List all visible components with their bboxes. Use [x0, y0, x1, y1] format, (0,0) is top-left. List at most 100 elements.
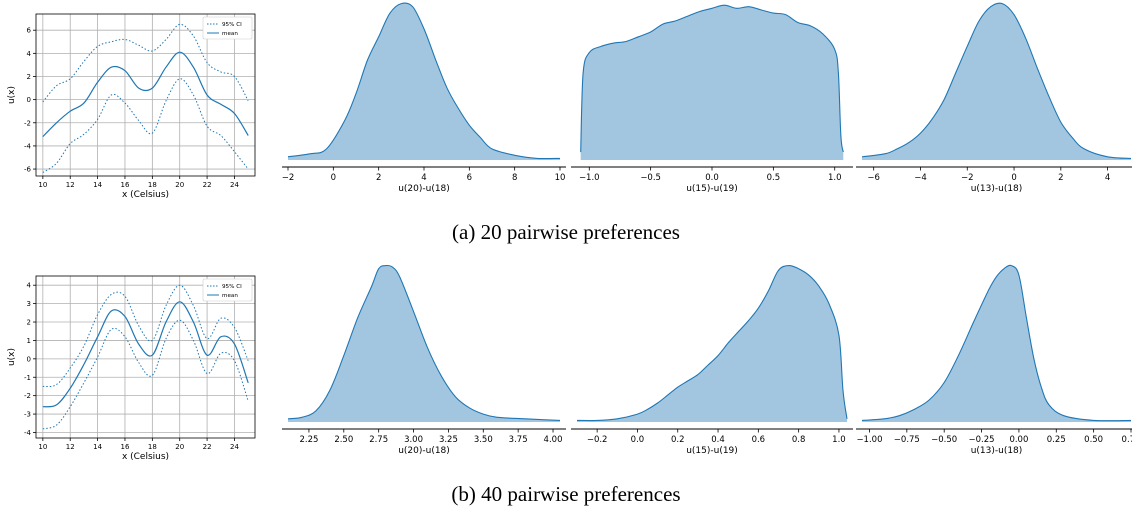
gp-tick-label-y: 4	[27, 282, 32, 290]
density-tick-label: −0.75	[894, 435, 920, 445]
gp-tick-label-x: 22	[203, 443, 212, 451]
gp-tick-label-y: 4	[27, 50, 32, 58]
density-panel-1-2: −1.00 −0.75 −0.50 −0.25 0.00 0.25 0.50 0.75 u(13…	[856, 264, 1132, 456]
gp-tick-label-x: 18	[148, 181, 157, 189]
gp-axes-frame	[35, 275, 256, 439]
density-tick-label: 3.75	[509, 435, 528, 445]
density-xlabel: u(13)-u(18)	[971, 184, 1023, 194]
density-panel-0-2: −6 −4 −2 0 2 4 u(13)-u(18)	[856, 2, 1132, 194]
density-tick-label: 4	[1105, 173, 1110, 183]
density-tick-label: 0.2	[671, 435, 685, 445]
density-panel-1-0: 2.25 2.50 2.75 3.00 3.25 3.50 3.75 4.00 u(20)-u(…	[282, 264, 566, 456]
gp-tick-label-y: 2	[27, 73, 31, 81]
density-tick-label: 2	[1058, 173, 1063, 183]
density-fill	[862, 3, 1131, 160]
gp-xlabel: x (Celsius)	[122, 452, 169, 462]
density-tick-label: 1.0	[828, 173, 842, 183]
density-tick-label: 0.8	[792, 435, 806, 445]
density-xlabel: u(13)-u(18)	[971, 446, 1023, 456]
density-tick-label: −6	[867, 173, 880, 183]
density-tick-label: 3.50	[474, 435, 493, 445]
gp-ci-lower-line	[42, 78, 249, 173]
gp-tick-label-x: 20	[175, 443, 184, 451]
gp-tick-label-y: -6	[24, 166, 32, 174]
density-tick-label: 1.0	[832, 435, 846, 445]
density-tick-label: 2.75	[369, 435, 388, 445]
density-tick-label: 0.75	[1122, 435, 1132, 445]
density-curve	[861, 264, 1132, 422]
gp-tick-label-x: 12	[66, 443, 75, 451]
density-tick-label: 2	[376, 173, 381, 183]
density-tick-label: 0	[331, 173, 336, 183]
density-tick-label: −4	[914, 173, 927, 183]
gp-tick-label-y: -2	[24, 392, 31, 400]
density-tick-label: 0.0	[705, 173, 719, 183]
density-tick-label: −0.5	[640, 173, 661, 183]
gp-tick-label-x: 14	[93, 181, 102, 189]
gp-mean-line	[42, 301, 249, 408]
density-tick-label: 0.6	[752, 435, 766, 445]
density-curve	[576, 265, 848, 422]
density-tick-label: 3.00	[404, 435, 423, 445]
gp-legend-label-ci: 95% CI	[222, 22, 242, 28]
gp-tick-label-y: 6	[27, 27, 32, 35]
density-tick-label: −2	[961, 173, 974, 183]
gp-ci-upper-line	[42, 23, 249, 103]
gp-legend-label-ci: 95% CI	[222, 284, 242, 290]
gp-tick-label-y: -1	[24, 374, 31, 382]
gp-legend-label-mean: mean	[222, 293, 238, 299]
density-tick-label: 2.50	[334, 435, 353, 445]
density-tick-label: −2	[282, 173, 295, 183]
density-fill	[288, 265, 560, 422]
gp-tick-label-x: 12	[66, 181, 75, 189]
density-tick-label: 0.25	[1047, 435, 1066, 445]
density-tick-label: 6	[467, 173, 472, 183]
density-panel-0-1: −1.0 −0.5 0.0 0.5 1.0 u(15)-u(19)	[571, 4, 853, 194]
caption-b: (b) 40 pairwise preferences	[451, 482, 681, 506]
gp-tick-label-y: -2	[24, 119, 31, 127]
density-xlabel: u(15)-u(19)	[686, 446, 738, 456]
density-tick-label: −0.50	[931, 435, 957, 445]
density-tick-label: −1.00	[856, 435, 882, 445]
density-xlabel: u(20)-u(18)	[398, 184, 450, 194]
gp-axes-frame	[35, 13, 256, 177]
gp-mean-line	[42, 51, 249, 138]
gp-tick-label-x: 18	[148, 443, 157, 451]
gp-legend-label-mean: mean	[222, 31, 238, 37]
density-tick-label: 3.25	[439, 435, 458, 445]
density-fill	[288, 2, 560, 161]
density-curve	[287, 2, 561, 160]
density-panel-0-0: −2 0 2 4 6 8 10 u(20)-u(18)	[282, 2, 566, 194]
gp-tick-label-x: 14	[93, 443, 102, 451]
density-curve	[580, 4, 844, 153]
gp-tick-label-y: -4	[24, 142, 32, 150]
gp-tick-label-x: 10	[38, 181, 47, 189]
density-tick-label: 8	[512, 173, 517, 183]
density-tick-label: 0.50	[1084, 435, 1103, 445]
density-tick-label: 0.0	[631, 435, 645, 445]
density-tick-label: 10	[555, 173, 566, 183]
gp-tick-label-y: 2	[27, 319, 31, 327]
gp-tick-label-x: 22	[203, 181, 212, 189]
gp-ci-upper-line	[42, 284, 249, 388]
density-tick-label: 2.25	[299, 435, 318, 445]
gp-ylabel: u(x)	[7, 348, 17, 366]
density-tick-label: −0.2	[587, 435, 608, 445]
density-fill	[580, 5, 844, 161]
gp-tick-label-x: 16	[121, 181, 130, 189]
gp-tick-label-x: 16	[121, 443, 130, 451]
gp-xlabel: x (Celsius)	[122, 190, 169, 200]
density-tick-label: 0.00	[1009, 435, 1028, 445]
gp-tick-label-y: 1	[27, 337, 31, 345]
density-xlabel: u(15)-u(19)	[686, 184, 738, 194]
gp-tick-label-y: -4	[24, 429, 32, 437]
density-tick-label: 0.4	[711, 435, 725, 445]
gp-tick-label-y: 3	[27, 300, 31, 308]
density-tick-label: 0.5	[767, 173, 781, 183]
density-panel-1-1: −0.2 0.0 0.2 0.4 0.6 0.8 1.0 u(15)-u(19)	[571, 265, 853, 456]
density-fill	[577, 265, 847, 422]
density-tick-label: 4.00	[544, 435, 563, 445]
gp-ylabel: u(x)	[7, 86, 17, 104]
